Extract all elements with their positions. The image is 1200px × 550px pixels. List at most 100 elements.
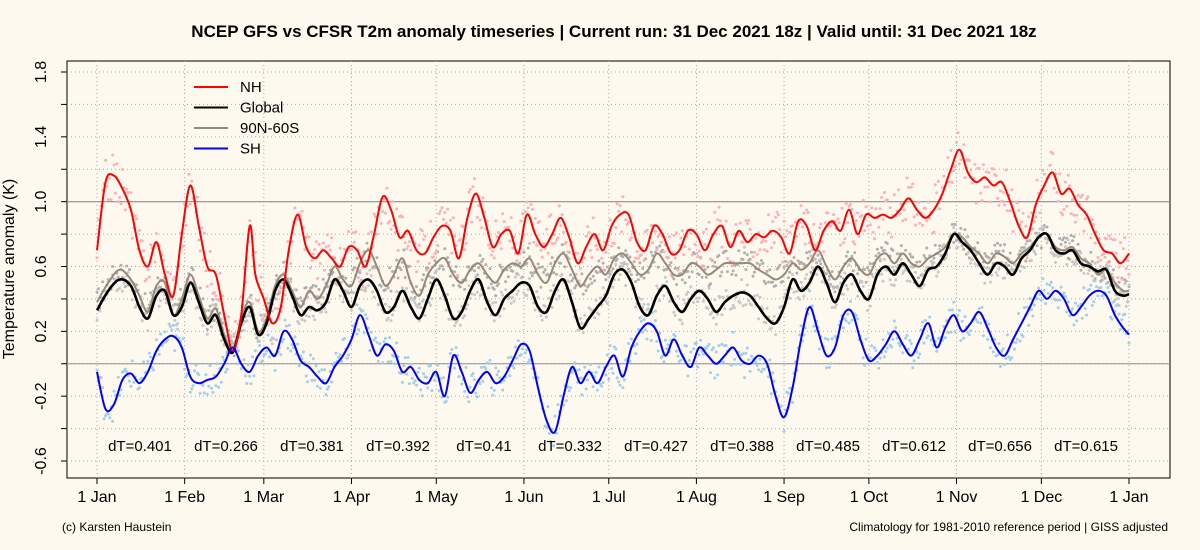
data-point <box>994 249 998 253</box>
data-point <box>376 359 380 363</box>
data-point <box>212 291 216 295</box>
data-point <box>430 297 434 301</box>
data-point <box>861 356 865 360</box>
data-point <box>938 207 942 211</box>
data-point <box>458 237 462 241</box>
data-point <box>505 268 509 272</box>
data-point <box>967 333 971 337</box>
data-point <box>1071 307 1074 311</box>
data-point <box>895 252 899 256</box>
data-point <box>618 273 622 276</box>
data-point <box>488 267 492 270</box>
data-point <box>400 215 404 219</box>
data-point <box>535 290 539 294</box>
data-point <box>907 185 910 189</box>
data-point <box>399 268 403 272</box>
data-point <box>663 338 667 342</box>
data-point <box>545 425 549 429</box>
data-point <box>246 313 250 317</box>
data-point <box>834 303 838 307</box>
data-point <box>183 367 187 371</box>
data-point <box>699 338 703 342</box>
data-point <box>635 250 639 254</box>
data-point <box>822 250 826 254</box>
data-point <box>843 271 847 275</box>
data-point <box>1075 213 1079 217</box>
data-point <box>545 315 549 319</box>
data-point <box>581 292 585 296</box>
data-point <box>959 158 963 162</box>
data-point <box>734 362 738 366</box>
data-point <box>1073 301 1077 305</box>
data-point <box>400 380 404 384</box>
data-point <box>191 268 195 272</box>
data-point <box>894 278 898 282</box>
data-point <box>803 277 807 281</box>
data-point <box>781 280 785 283</box>
data-point <box>676 294 680 298</box>
data-point <box>142 249 146 253</box>
data-point <box>1010 356 1014 360</box>
data-point <box>587 283 591 287</box>
data-point <box>856 294 860 298</box>
data-point <box>116 200 120 204</box>
data-point <box>877 251 881 255</box>
data-point <box>970 181 974 185</box>
data-point <box>467 400 471 404</box>
data-point <box>409 363 413 366</box>
data-point <box>321 277 325 281</box>
data-point <box>460 304 464 308</box>
data-point <box>1079 251 1083 255</box>
data-point <box>595 388 599 392</box>
data-point <box>774 333 778 337</box>
data-point <box>181 337 185 341</box>
data-point <box>111 153 115 157</box>
data-point <box>881 279 885 283</box>
data-point <box>256 340 260 343</box>
data-point <box>871 230 875 234</box>
data-point <box>208 250 212 253</box>
data-point <box>323 268 327 272</box>
data-point <box>304 286 308 289</box>
data-point <box>258 264 262 267</box>
data-point <box>386 316 390 320</box>
data-point <box>929 259 933 263</box>
data-point <box>193 369 196 373</box>
data-point <box>1045 225 1049 229</box>
data-point <box>641 266 645 270</box>
data-point <box>696 365 700 369</box>
data-point <box>195 305 199 309</box>
data-point <box>815 261 819 265</box>
data-point <box>611 371 615 375</box>
data-point <box>170 328 174 332</box>
data-point <box>656 349 660 353</box>
data-point <box>673 266 677 270</box>
data-point <box>219 339 223 343</box>
data-point <box>757 368 761 372</box>
data-point <box>636 278 640 282</box>
data-point <box>586 378 590 382</box>
data-point <box>1039 246 1043 250</box>
data-point <box>864 205 868 209</box>
data-point <box>737 233 741 237</box>
data-point <box>509 216 513 220</box>
data-point <box>559 394 563 398</box>
data-point <box>429 303 433 307</box>
data-point <box>711 316 715 320</box>
data-point <box>813 243 817 247</box>
data-point <box>296 342 300 346</box>
data-point <box>239 295 243 299</box>
data-point <box>611 267 615 271</box>
data-point <box>105 185 109 188</box>
data-point <box>412 381 416 385</box>
data-point <box>1111 300 1115 304</box>
data-point <box>1124 267 1128 270</box>
data-point <box>997 203 1001 207</box>
data-point <box>190 266 194 270</box>
data-point <box>351 324 355 328</box>
data-point <box>1035 244 1039 248</box>
data-point <box>755 253 759 256</box>
data-point <box>676 268 680 272</box>
data-point <box>491 393 495 397</box>
data-point <box>754 360 758 364</box>
